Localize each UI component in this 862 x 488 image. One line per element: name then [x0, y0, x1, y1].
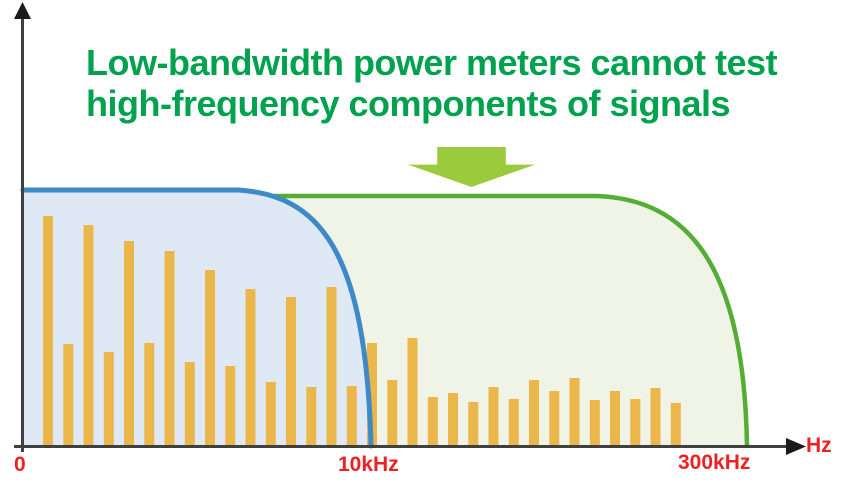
- spectral-bar: [367, 343, 377, 446]
- spectral-bar: [205, 270, 215, 446]
- spectral-bar: [387, 380, 398, 446]
- x-tick-300khz: 300kHz: [678, 451, 751, 474]
- blue-envelope-curve: [20, 187, 374, 449]
- spectral-bar: [610, 391, 620, 446]
- chart-title-line2: high-frequency components of signals: [86, 83, 731, 124]
- spectral-bar: [529, 380, 539, 446]
- spectral-bar: [184, 362, 195, 446]
- spectral-bar: [144, 343, 155, 446]
- spectral-bar: [650, 388, 661, 446]
- spectral-bar: [43, 216, 53, 446]
- spectral-bar: [83, 225, 94, 446]
- meter-bandwidth-curve: [20, 187, 374, 449]
- x-axis-unit-label: Hz: [806, 434, 832, 457]
- x-axis-arrowhead-icon: [786, 438, 806, 455]
- spectral-bar: [245, 289, 256, 446]
- spectral-bar: [569, 378, 580, 446]
- spectral-bar: [427, 397, 438, 446]
- spectral-bar: [468, 402, 479, 446]
- x-tick-10khz: 10kHz: [338, 453, 399, 476]
- spectral-bar: [589, 400, 600, 446]
- spectral-bar: [103, 352, 114, 446]
- spectral-bar: [549, 391, 560, 446]
- chart-title: Low-bandwidth power meters cannot test h…: [86, 42, 778, 124]
- spectral-bar: [630, 399, 641, 446]
- x-tick-origin: 0: [14, 453, 26, 476]
- spectral-bar: [346, 386, 357, 446]
- spectral-bar: [508, 399, 519, 446]
- axes: [14, 2, 806, 455]
- spectral-bar: [448, 393, 458, 446]
- spectral-bar: [306, 387, 317, 446]
- spectral-bar: [63, 344, 74, 446]
- spectral-bar: [164, 251, 175, 446]
- y-axis-arrowhead-icon: [14, 2, 31, 19]
- spectral-bar: [124, 241, 134, 446]
- chart-title-line1: Low-bandwidth power meters cannot test: [86, 42, 778, 83]
- spectral-bar: [326, 287, 337, 446]
- spectral-bar: [407, 338, 418, 446]
- spectral-bar: [286, 297, 296, 446]
- spectral-bar: [670, 403, 681, 446]
- green-envelope-curve: [245, 193, 750, 449]
- spectral-bar: [488, 387, 499, 446]
- spectral-bar: [225, 366, 236, 446]
- spectral-bars: [43, 216, 681, 446]
- spectral-bar: [265, 382, 276, 446]
